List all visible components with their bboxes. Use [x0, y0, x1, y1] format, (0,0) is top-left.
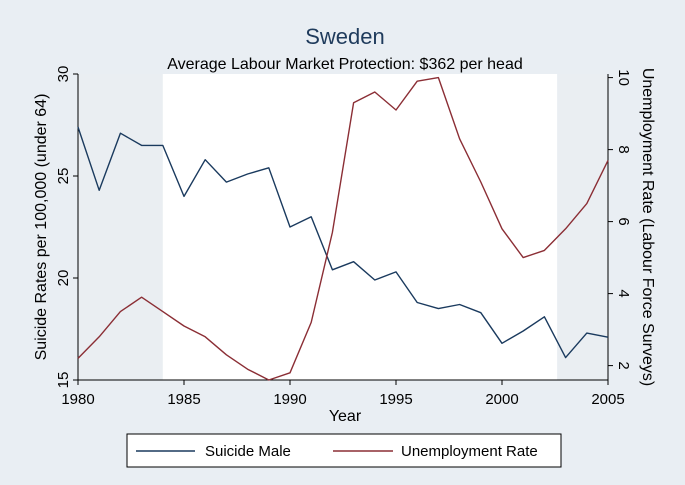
- x-tick-label-1985: 1985: [167, 391, 200, 408]
- y-right-tick-label-4: 4: [615, 289, 632, 297]
- chart-subtitle: Average Labour Market Protection: $362 p…: [167, 56, 523, 73]
- x-tick-label-1990: 1990: [273, 391, 306, 408]
- x-tick-label-2005: 2005: [591, 391, 624, 408]
- legend-label-unemployment: Unemployment Rate: [401, 443, 538, 460]
- y-right-tick-label-8: 8: [615, 145, 632, 153]
- chart-title: Sweden: [305, 24, 385, 49]
- x-tick-label-1995: 1995: [379, 391, 412, 408]
- y-right-tick-label-10: 10: [615, 69, 632, 86]
- x-tick-label-1980: 1980: [61, 391, 94, 408]
- y-left-tick-label-25: 25: [55, 168, 72, 185]
- legend-label-suicide: Suicide Male: [205, 443, 291, 460]
- y-right-tick-label-6: 6: [615, 217, 632, 225]
- legend: Suicide Male Unemployment Rate: [126, 433, 562, 468]
- plot-background: [78, 74, 608, 380]
- series-lines: [77, 76, 609, 381]
- y-right-tick-label-2: 2: [615, 361, 632, 369]
- y-left-tick-label-20: 20: [55, 270, 72, 287]
- x-tick-label-2000: 2000: [485, 391, 518, 408]
- series-line-suicide-male: [77, 126, 609, 359]
- shaded-region-0: [78, 74, 163, 380]
- axes: 1980 1985 1990 1995 2000 2005 15 20 25 30 2 4 6 8 10: [55, 66, 632, 408]
- y-axis-right-title: Unemployment Rate (Labour Force Surveys): [639, 68, 656, 386]
- y-axis-left-title: Suicide Rates per 100,000 (under 64): [33, 94, 50, 361]
- y-left-tick-label-15: 15: [55, 372, 72, 389]
- y-left-tick-label-30: 30: [55, 66, 72, 83]
- x-axis-title: Year: [329, 408, 362, 425]
- shaded-region-1: [557, 74, 608, 380]
- plot-area: [78, 74, 608, 380]
- series-line-unemployment-rate: [77, 76, 609, 381]
